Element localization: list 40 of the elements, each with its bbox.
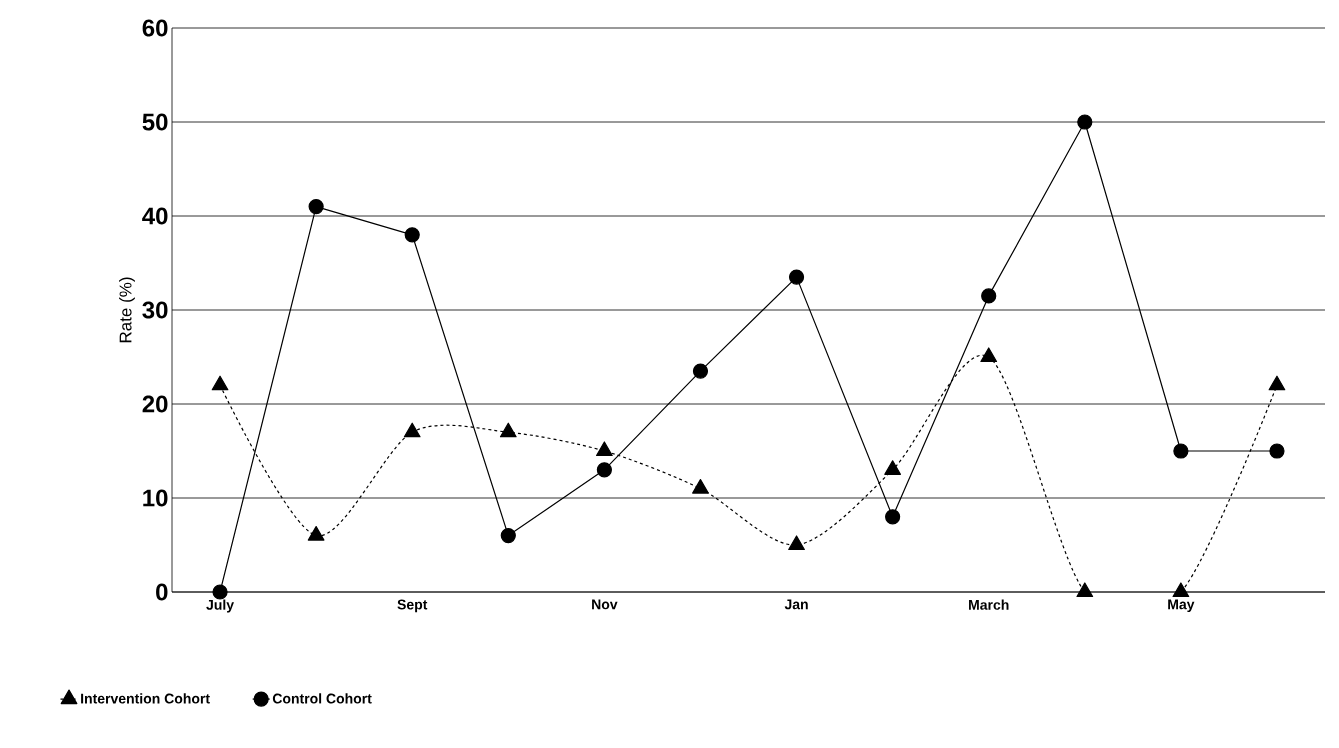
x-tick-label: Jan bbox=[784, 599, 808, 610]
x-tick-label: Sept bbox=[397, 599, 428, 613]
point bbox=[211, 375, 229, 391]
point bbox=[596, 462, 612, 478]
point bbox=[692, 363, 709, 379]
y-tick-label: 0 bbox=[156, 583, 168, 601]
y-tick-label: 40 bbox=[142, 207, 168, 225]
point bbox=[212, 584, 228, 600]
legend-label: Intervention Cohort bbox=[81, 693, 210, 704]
point bbox=[1172, 582, 1190, 598]
point bbox=[500, 528, 516, 544]
point bbox=[981, 288, 997, 304]
legend-label: Control Cohort bbox=[272, 693, 372, 704]
y-tick-label: 50 bbox=[142, 113, 168, 131]
y-tick-label: 30 bbox=[142, 301, 168, 319]
point bbox=[307, 526, 325, 541]
point bbox=[1268, 375, 1286, 391]
x-tick-label: July bbox=[206, 599, 234, 613]
point bbox=[403, 422, 421, 438]
point bbox=[1076, 582, 1094, 598]
x-tick-label: March bbox=[969, 599, 1009, 610]
y-tick-label: 20 bbox=[142, 395, 168, 413]
y-tick-label: 60 bbox=[142, 19, 168, 37]
x-tick-label: Nov bbox=[592, 599, 618, 610]
point bbox=[980, 347, 998, 363]
point bbox=[1077, 114, 1093, 130]
point bbox=[1269, 443, 1285, 459]
point bbox=[884, 460, 902, 475]
point bbox=[1173, 443, 1189, 459]
point bbox=[885, 509, 901, 525]
y-tick-label: 10 bbox=[143, 489, 168, 507]
point bbox=[308, 199, 324, 215]
point bbox=[595, 441, 613, 457]
point bbox=[404, 227, 420, 243]
point bbox=[788, 535, 805, 551]
point bbox=[692, 479, 709, 494]
x-tick-label: May bbox=[1168, 599, 1195, 613]
point bbox=[788, 269, 805, 285]
y-axis-title: Rate (%) bbox=[119, 277, 135, 343]
point bbox=[499, 422, 517, 438]
